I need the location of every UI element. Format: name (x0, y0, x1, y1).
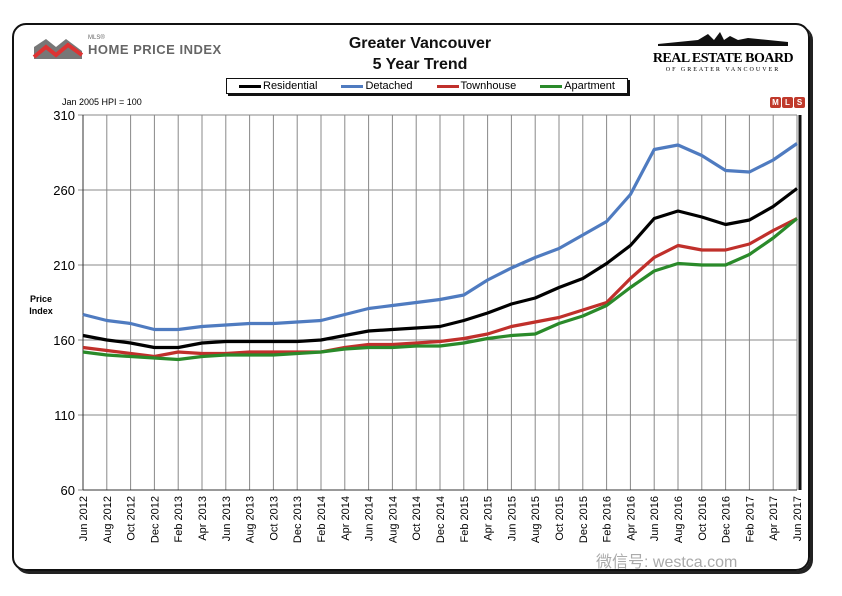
x-tick-label: Aug 2015 (530, 496, 542, 543)
mls-letter: M (770, 97, 781, 108)
x-tick-label: Jun 2014 (364, 496, 376, 541)
chart-frame (12, 23, 810, 571)
hpi-logo-small: MLS® (88, 35, 105, 41)
legend-swatch (239, 84, 261, 88)
series-line-detached (82, 142, 798, 332)
x-tick-label: Apr 2016 (625, 496, 637, 541)
x-tick-label: Jun 2016 (649, 496, 661, 541)
index-note: Jan 2005 HPI = 100 (62, 97, 142, 107)
x-tick-label: Jun 2015 (506, 496, 518, 541)
y-axis-label: Price Index (29, 294, 53, 316)
watermark: 微信号: westca.com (596, 554, 738, 571)
x-tick-label: Aug 2016 (673, 496, 685, 543)
board-logo: REAL ESTATE BOARD OF GREATER VANCOUVER (652, 30, 794, 73)
series-line-townhouse (82, 217, 798, 359)
chart-subtitle: 5 Year Trend (372, 56, 468, 73)
x-tick-label: Apr 2014 (340, 496, 352, 541)
legend-label: Detached (365, 80, 413, 92)
x-tick-label: Feb 2016 (602, 496, 614, 542)
x-tick-label: Dec 2013 (292, 496, 304, 543)
mls-letter: L (782, 97, 793, 108)
x-tick-label: Apr 2017 (768, 496, 780, 541)
x-tick-label: Dec 2015 (578, 496, 590, 543)
series-line-residential (82, 187, 798, 350)
y-tick-label: 210 (53, 258, 75, 273)
y-tick-label: 110 (54, 408, 75, 423)
legend: Residential Detached Townhouse Apartment (226, 78, 628, 94)
x-tick-label: Oct 2012 (126, 496, 138, 541)
mls-letter: S (794, 97, 805, 108)
legend-item-townhouse: Townhouse (436, 80, 517, 92)
legend-item-residential: Residential (239, 80, 317, 92)
x-tick-label: Dec 2016 (721, 496, 733, 543)
x-tick-label: Jun 2017 (792, 496, 804, 541)
x-tick-label: Feb 2015 (459, 496, 471, 542)
board-logo-text: REAL ESTATE BOARD (652, 51, 794, 66)
x-tick-label: Dec 2014 (435, 496, 447, 543)
y-tick-label: 60 (61, 483, 75, 498)
y-tick-label: 310 (53, 108, 75, 123)
hpi-logo-text: HOME PRICE INDEX (88, 42, 222, 57)
x-tick-label: Jun 2013 (221, 496, 233, 541)
chart-title: Greater Vancouver (348, 35, 492, 52)
x-tick-label: Oct 2015 (554, 496, 566, 541)
legend-label: Townhouse (460, 80, 517, 92)
house-logo-icon (32, 39, 84, 59)
x-tick-label: Apr 2015 (483, 496, 495, 541)
x-tick-label: Feb 2013 (173, 496, 185, 542)
x-tick-label: Jun 2012 (78, 496, 90, 541)
hpi-logo: MLS® HOME PRICE INDEX (32, 35, 222, 59)
x-tick-label: Feb 2014 (316, 496, 328, 542)
legend-swatch (540, 84, 563, 88)
x-tick-label: Feb 2017 (744, 496, 756, 542)
x-tick-label: Dec 2012 (149, 496, 161, 543)
legend-swatch (341, 84, 364, 88)
legend-label: Apartment (564, 80, 615, 92)
y-tick-label: 160 (53, 333, 75, 348)
x-tick-label: Oct 2013 (268, 496, 280, 541)
x-tick-label: Apr 2013 (197, 496, 209, 541)
x-tick-label: Aug 2013 (245, 496, 257, 543)
board-logo-sub: OF GREATER VANCOUVER (665, 67, 781, 73)
x-tick-label: Oct 2016 (697, 496, 709, 541)
legend-item-apartment: Apartment (540, 80, 615, 92)
legend-label: Residential (263, 80, 318, 92)
skyline-icon (658, 32, 788, 46)
x-tick-label: Oct 2014 (411, 496, 423, 541)
x-tick-label: Aug 2012 (102, 496, 114, 543)
legend-item-detached: Detached (341, 80, 413, 92)
y-tick-label: 260 (53, 183, 75, 198)
x-tick-label: Aug 2014 (387, 496, 399, 543)
legend-swatch (436, 84, 459, 88)
series-line-apartment (82, 217, 799, 362)
